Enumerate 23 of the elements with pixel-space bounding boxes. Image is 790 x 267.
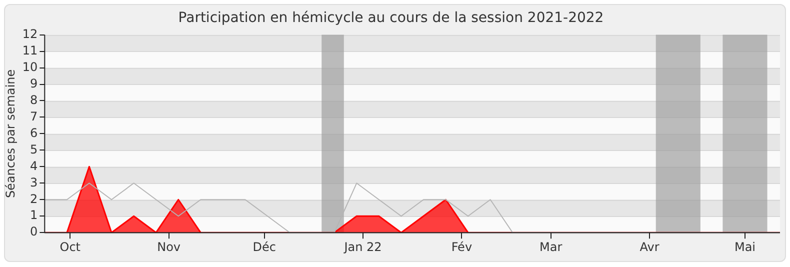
y-tick-label: 12 (22, 26, 38, 41)
x-tick-label: Oct (60, 240, 81, 254)
x-tick-label: Mai (734, 240, 756, 254)
y-tick-label: 4 (30, 158, 38, 173)
y-tick-label: 1 (30, 208, 38, 222)
y-axis-title: Séances par semaine (3, 69, 18, 198)
chart-title: Participation en hémicycle au cours de la session 2021-2022 (178, 10, 604, 26)
y-tick-label: 9 (30, 76, 38, 90)
x-tick-label: Mar (539, 240, 562, 254)
x-tick-label: Avr (640, 240, 660, 254)
y-tick-label: 5 (30, 142, 38, 156)
y-tick-label: 2 (30, 192, 38, 206)
y-tick-label: 7 (30, 109, 38, 124)
y-tick-label: 6 (30, 126, 38, 140)
y-tick-label: 0 (30, 224, 38, 239)
x-tick-label: Déc (252, 240, 276, 254)
y-tick-label: 10 (22, 60, 38, 74)
x-tick-label: Fév (451, 240, 472, 254)
x-tick-label: Nov (157, 240, 181, 254)
y-tick-label: 3 (30, 175, 38, 190)
y-tick-label: 11 (22, 43, 38, 58)
y-tick-label: 8 (30, 92, 38, 107)
x-tick-label: Jan 22 (343, 240, 382, 254)
